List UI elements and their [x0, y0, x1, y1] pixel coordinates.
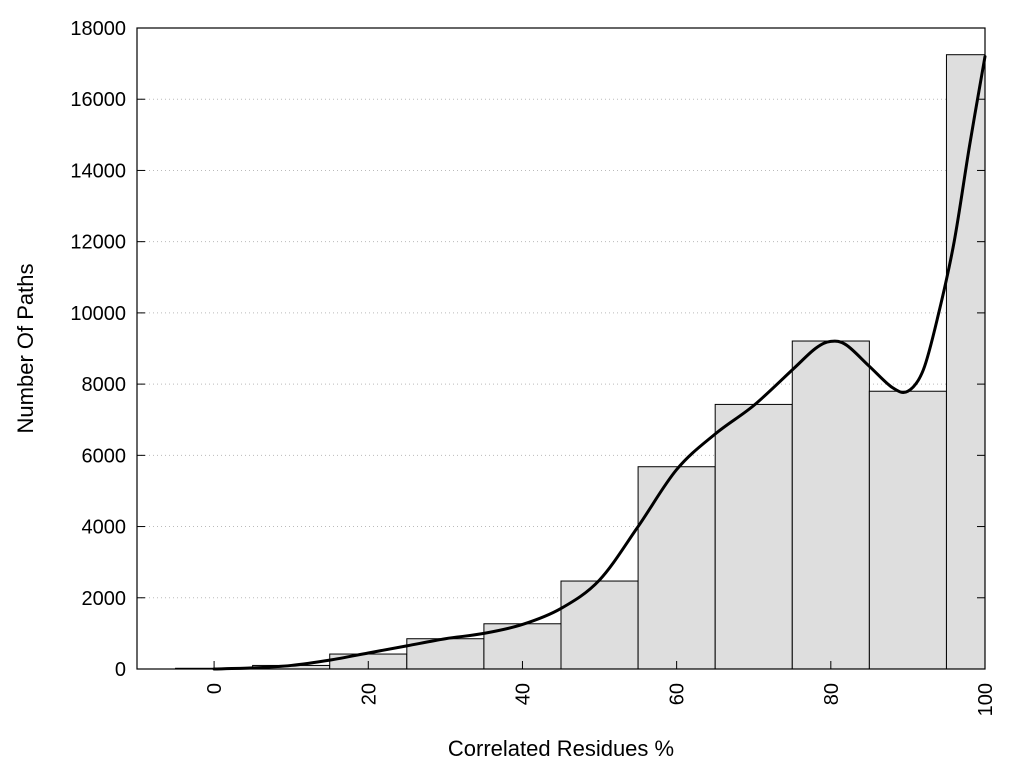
- y-tick-label: 6000: [82, 445, 127, 467]
- x-axis-ticks: 0 20 40 60 80 100: [204, 661, 997, 716]
- y-tick-label: 4000: [82, 517, 127, 539]
- bars: [175, 54, 986, 670]
- y-tick-label: 10000: [70, 303, 126, 325]
- y-axis-ticks: 0 2000 4000 6000 8000 10000 12000 14000 16000 180…: [70, 18, 985, 681]
- bar: [868, 390, 947, 670]
- bar: [560, 580, 639, 670]
- bar: [945, 54, 986, 670]
- bar: [637, 466, 716, 670]
- x-tick-label: 40: [512, 683, 534, 705]
- y-tick-label: 2000: [82, 588, 127, 610]
- x-tick-label: 100: [975, 683, 997, 716]
- y-tick-label: 0: [115, 659, 126, 681]
- x-tick-label: 0: [204, 683, 226, 694]
- x-tick-label: 60: [667, 683, 689, 705]
- trend-curve: [212, 54, 987, 671]
- y-tick-label: 12000: [70, 232, 126, 254]
- bar: [791, 340, 870, 670]
- y-axis-title: Number Of Paths: [13, 264, 38, 434]
- x-tick-label: 20: [358, 683, 380, 705]
- bar: [714, 403, 793, 670]
- y-tick-label: 16000: [70, 89, 126, 111]
- x-axis-title: Correlated Residues %: [448, 736, 674, 761]
- y-tick-label: 8000: [82, 374, 127, 396]
- y-tick-label: 14000: [70, 160, 126, 182]
- x-tick-label: 80: [821, 683, 843, 705]
- plot-frame: [136, 27, 986, 670]
- y-tick-label: 18000: [70, 18, 126, 40]
